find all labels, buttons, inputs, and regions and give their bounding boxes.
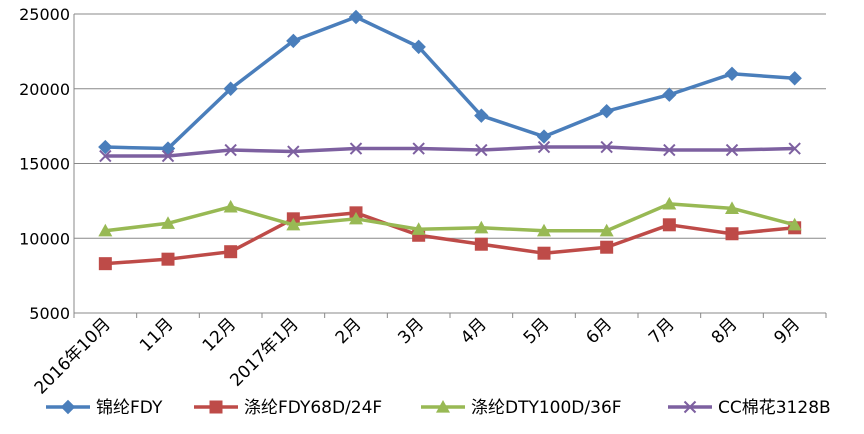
legend: 锦纶FDY 涤纶FDY68D/24F 涤纶DTY100D/36F CC棉花3128B (46, 398, 831, 418)
legend-swatch-marker (683, 400, 697, 414)
data-point (725, 201, 739, 214)
data-point (725, 143, 739, 157)
x-tick-label: 4月 (457, 314, 491, 348)
data-point (788, 142, 801, 155)
data-point (724, 66, 740, 82)
series-line (105, 202, 796, 233)
data-point (787, 71, 802, 86)
x-marker-stroke (412, 142, 425, 155)
x-tick-label: 2016年10月 (31, 314, 115, 398)
data-point (536, 129, 552, 144)
x-tick-label: 2月 (332, 314, 366, 348)
legend-swatch-marker (60, 399, 76, 415)
data-point (474, 220, 489, 234)
data-point (474, 108, 489, 123)
series-line (105, 211, 795, 266)
x-tick-label: 6月 (582, 314, 616, 348)
gridlines (74, 13, 826, 314)
data-point (223, 81, 238, 96)
data-point (537, 246, 551, 260)
y-tick-label: 10000 (19, 229, 70, 248)
data-point (348, 9, 364, 25)
x-marker-stroke (725, 143, 739, 157)
legend-label: 涤纶FDY68D/24F (244, 398, 382, 418)
data-point (161, 252, 175, 266)
data-point (537, 223, 551, 237)
data-point (223, 199, 238, 213)
x-tick-label: 7月 (645, 314, 679, 348)
y-tick-label: 5000 (29, 304, 70, 323)
data-point (411, 39, 426, 55)
x-marker-stroke (537, 140, 551, 154)
data-point (98, 223, 113, 237)
series-line (105, 145, 795, 158)
y-tick-label: 25000 (19, 5, 70, 24)
legend-item-0: 锦纶FDY (46, 398, 163, 418)
legend-item-2: 涤纶DTY100D/36F (421, 398, 622, 418)
data-point (161, 149, 175, 163)
y-tick-label: 20000 (19, 80, 70, 99)
data-point (98, 257, 112, 271)
data-point (475, 143, 488, 157)
series-line (105, 15, 795, 151)
x-tick-label: 9月 (770, 314, 804, 348)
data-point (98, 139, 113, 155)
data-point (599, 223, 614, 237)
legend-item-3: CC棉花3128B (668, 398, 831, 418)
axes: 5000 10000 15000 20000 25000 2016年10月 11月 12月20… (19, 5, 827, 398)
x-marker-stroke (663, 143, 676, 157)
data-point (662, 196, 677, 210)
data-point (286, 217, 301, 231)
x-tick-label: 2017年1月 (226, 314, 302, 390)
legend-label: CC棉花3128B (718, 398, 831, 418)
x-marker-stroke (287, 145, 300, 158)
x-tick-label: 5月 (520, 314, 554, 348)
data-point (286, 33, 301, 49)
x-marker-stroke (99, 149, 112, 163)
data-point (725, 227, 739, 241)
data-point (411, 222, 426, 235)
data-point (412, 142, 425, 155)
data-point (349, 142, 363, 155)
series-lines (98, 9, 802, 271)
series-3 (99, 140, 801, 163)
y-tick-label: 15000 (19, 155, 70, 174)
data-point (474, 237, 488, 251)
data-point (662, 87, 677, 102)
legend-item-1: 涤纶FDY68D/24F (194, 398, 382, 418)
data-point (224, 245, 238, 259)
x-marker-stroke (161, 149, 175, 163)
x-marker-stroke (349, 142, 363, 155)
x-tick-label: 8月 (708, 314, 742, 348)
data-point (161, 216, 175, 229)
x-marker-stroke (788, 142, 801, 155)
data-point (224, 143, 237, 157)
x-marker-stroke (683, 400, 697, 414)
data-point (99, 149, 112, 163)
legend-label: 锦纶FDY (96, 398, 163, 418)
x-tick-label: 3月 (394, 314, 428, 348)
legend-label: 涤纶DTY100D/36F (471, 398, 622, 418)
series-2 (98, 196, 802, 237)
x-tick-label: 12月 (199, 314, 240, 355)
x-marker-stroke (475, 143, 488, 157)
data-point (600, 240, 614, 254)
legend-swatch-marker (436, 400, 450, 413)
data-point (600, 140, 613, 154)
data-point (662, 218, 676, 232)
x-tick-label: 11月 (136, 314, 177, 355)
data-point (787, 217, 802, 231)
legend-swatch-marker (209, 400, 223, 414)
data-point (349, 211, 363, 225)
x-marker-stroke (600, 140, 613, 154)
x-marker-stroke (224, 143, 237, 157)
data-point (599, 103, 614, 119)
data-point (537, 140, 551, 154)
series-0 (98, 9, 802, 156)
data-point (287, 145, 300, 158)
data-point (663, 143, 676, 157)
